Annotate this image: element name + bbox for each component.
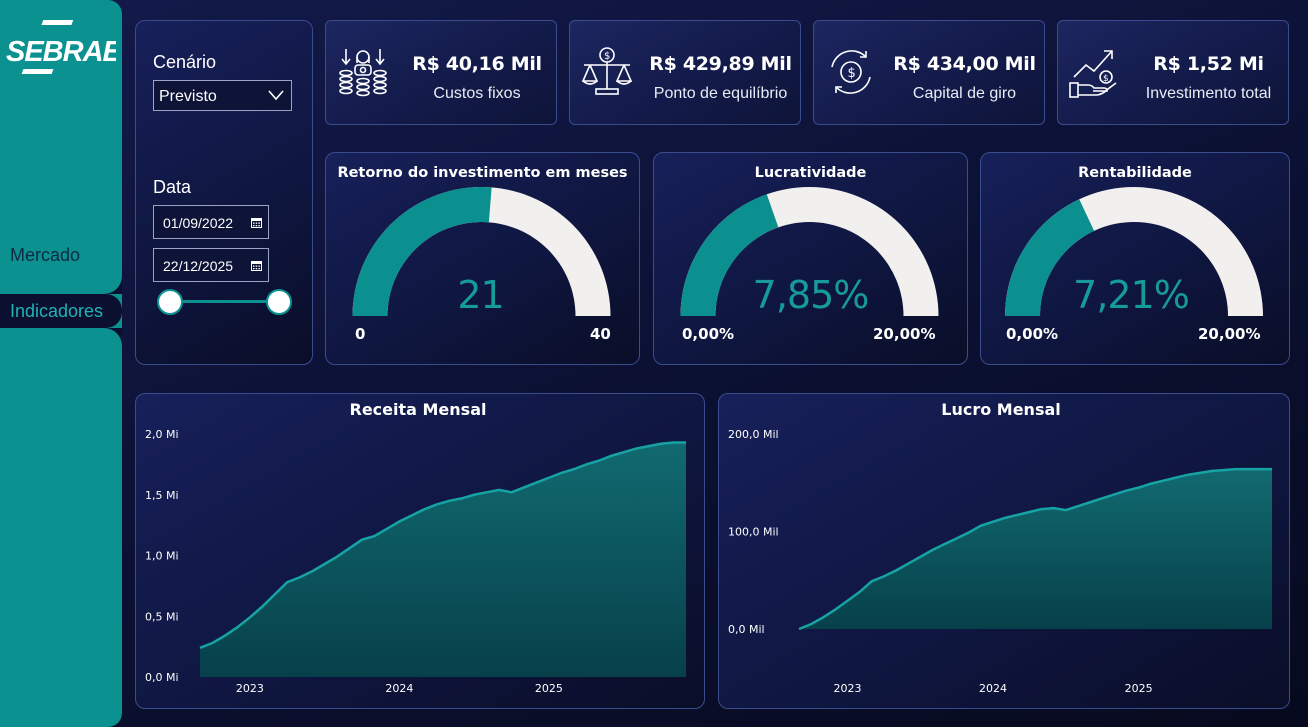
y-tick-label: 0,0 Mi xyxy=(145,671,179,684)
kpi-value: R$ 429,89 Mil xyxy=(649,53,792,75)
date-range-end-handle[interactable] xyxy=(266,289,292,315)
x-tick-label: 2023 xyxy=(834,682,862,695)
y-tick-label: 200,0 Mil xyxy=(728,428,779,441)
y-tick-label: 0,5 Mi xyxy=(145,610,179,623)
nav-item-indicadores[interactable]: Indicadores xyxy=(0,294,122,328)
scenario-select[interactable]: Previsto xyxy=(153,80,292,111)
area-fill xyxy=(799,469,1272,629)
x-tick-label: 2025 xyxy=(1125,682,1153,695)
hand-growth-icon: $ xyxy=(1069,50,1117,98)
start-date-input[interactable]: 01/09/2022 xyxy=(153,205,269,239)
balance-scale-icon: $ xyxy=(581,47,633,95)
series-line xyxy=(798,467,1272,631)
kpi-card-investimento-total: $ R$ 1,52 Mi Investimento total xyxy=(1057,20,1289,125)
gauge-chart xyxy=(680,187,939,316)
kpi-label: Ponto de equilíbrio xyxy=(653,85,788,102)
gauge-card-lucratividade: Lucratividade 7,85% 0,00% 20,00% xyxy=(653,152,968,365)
area-chart: 0,0 Mil 100,0 Mil 200,0 Mil 2023 2024 2025 xyxy=(728,428,1272,695)
gauge-title: Lucratividade xyxy=(754,165,867,181)
gauge-fill xyxy=(1005,199,1095,316)
gauge-title: Retorno do investimento em meses xyxy=(337,165,628,181)
gauge-max-label: 20,00% xyxy=(1198,325,1261,343)
date-range-start-handle[interactable] xyxy=(157,289,183,315)
nav-item-mercado[interactable]: Mercado xyxy=(10,245,81,265)
coins-icon xyxy=(339,49,387,97)
x-tick-label: 2024 xyxy=(385,682,413,695)
x-tick-label: 2023 xyxy=(236,682,264,695)
date-range-slider-track[interactable] xyxy=(170,300,280,303)
gauge-value: 7,21% xyxy=(1073,273,1190,317)
y-tick-label: 100,0 Mil xyxy=(728,526,779,539)
sidebar: SEBRAE xyxy=(0,0,122,727)
start-date-value: 01/09/2022 xyxy=(163,215,234,231)
kpi-label: Investimento total xyxy=(1145,85,1272,102)
nav-notch-top xyxy=(0,276,122,294)
chevron-down-icon xyxy=(268,90,284,101)
gauge-max-label: 20,00% xyxy=(873,325,936,343)
gauge-max-label: 40 xyxy=(590,325,611,343)
svg-text:SEBRAE: SEBRAE xyxy=(6,36,116,68)
chart-title: Receita Mensal xyxy=(349,400,487,419)
gauge-min-label: 0,00% xyxy=(1006,325,1059,343)
gauge-card-rentabilidade: Rentabilidade 7,21% 0,00% 20,00% xyxy=(980,152,1290,365)
scenario-label: Cenário xyxy=(153,52,217,72)
nav-notch-bottom xyxy=(0,328,122,346)
y-tick-label: 1,5 Mi xyxy=(145,489,179,502)
kpi-label: Capital de giro xyxy=(912,85,1017,102)
chart-card-receita-mensal: Receita Mensal 0,0 Mi 0,5 Mi 1,0 Mi 1,5 Mi 2… xyxy=(135,393,705,709)
kpi-value: R$ 1,52 Mi xyxy=(1153,53,1264,75)
date-label: Data xyxy=(153,177,192,197)
svg-text:$: $ xyxy=(604,51,610,62)
gauge-value: 21 xyxy=(457,273,504,317)
chart-title: Lucro Mensal xyxy=(941,400,1061,419)
calendar-icon[interactable] xyxy=(251,260,262,271)
gauge-min-label: 0 xyxy=(355,325,366,343)
chart-card-lucro-mensal: Lucro Mensal 0,0 Mil 100,0 Mil 200,0 Mil 20… xyxy=(718,393,1290,709)
y-tick-label: 2,0 Mi xyxy=(145,428,179,441)
kpi-value: R$ 40,16 Mil xyxy=(412,53,542,75)
gauge-chart xyxy=(1005,187,1263,316)
gauge-title: Rentabilidade xyxy=(1078,165,1192,181)
calendar-icon[interactable] xyxy=(251,217,262,228)
kpi-card-ponto-equilibrio: $ R$ 429,89 Mil Ponto de equilíbrio xyxy=(569,20,801,125)
gauge-card-retorno: Retorno do investimento em meses 21 0 40 xyxy=(325,152,640,365)
gauge-fill xyxy=(680,194,779,316)
gauge-value: 7,85% xyxy=(752,273,870,317)
svg-text:$: $ xyxy=(848,66,856,81)
kpi-card-custos-fixos: R$ 40,16 Mil Custos fixos xyxy=(325,20,557,125)
end-date-input[interactable]: 22/12/2025 xyxy=(153,248,269,282)
y-tick-label: 1,0 Mi xyxy=(145,550,179,563)
money-cycle-icon: $ xyxy=(831,50,871,94)
series-line xyxy=(199,441,686,650)
x-tick-label: 2025 xyxy=(535,682,563,695)
area-chart: 0,0 Mi 0,5 Mi 1,0 Mi 1,5 Mi 2,0 Mi 2023 2024 20… xyxy=(145,428,686,695)
x-tick-label: 2024 xyxy=(979,682,1007,695)
kpi-card-capital-giro: $ R$ 434,00 Mil Capital de giro xyxy=(813,20,1045,125)
y-tick-label: 0,0 Mil xyxy=(728,623,765,636)
gauge-chart xyxy=(352,187,611,316)
svg-text:$: $ xyxy=(1103,74,1109,84)
sebrae-logo: SEBRAE xyxy=(6,20,116,74)
scenario-selected-value: Previsto xyxy=(159,88,217,105)
gauge-min-label: 0,00% xyxy=(682,325,735,343)
kpi-label: Custos fixos xyxy=(433,85,521,102)
kpi-value: R$ 434,00 Mil xyxy=(893,53,1036,75)
gauge-fill xyxy=(352,187,492,316)
area-fill xyxy=(200,442,686,677)
end-date-value: 22/12/2025 xyxy=(163,258,234,274)
